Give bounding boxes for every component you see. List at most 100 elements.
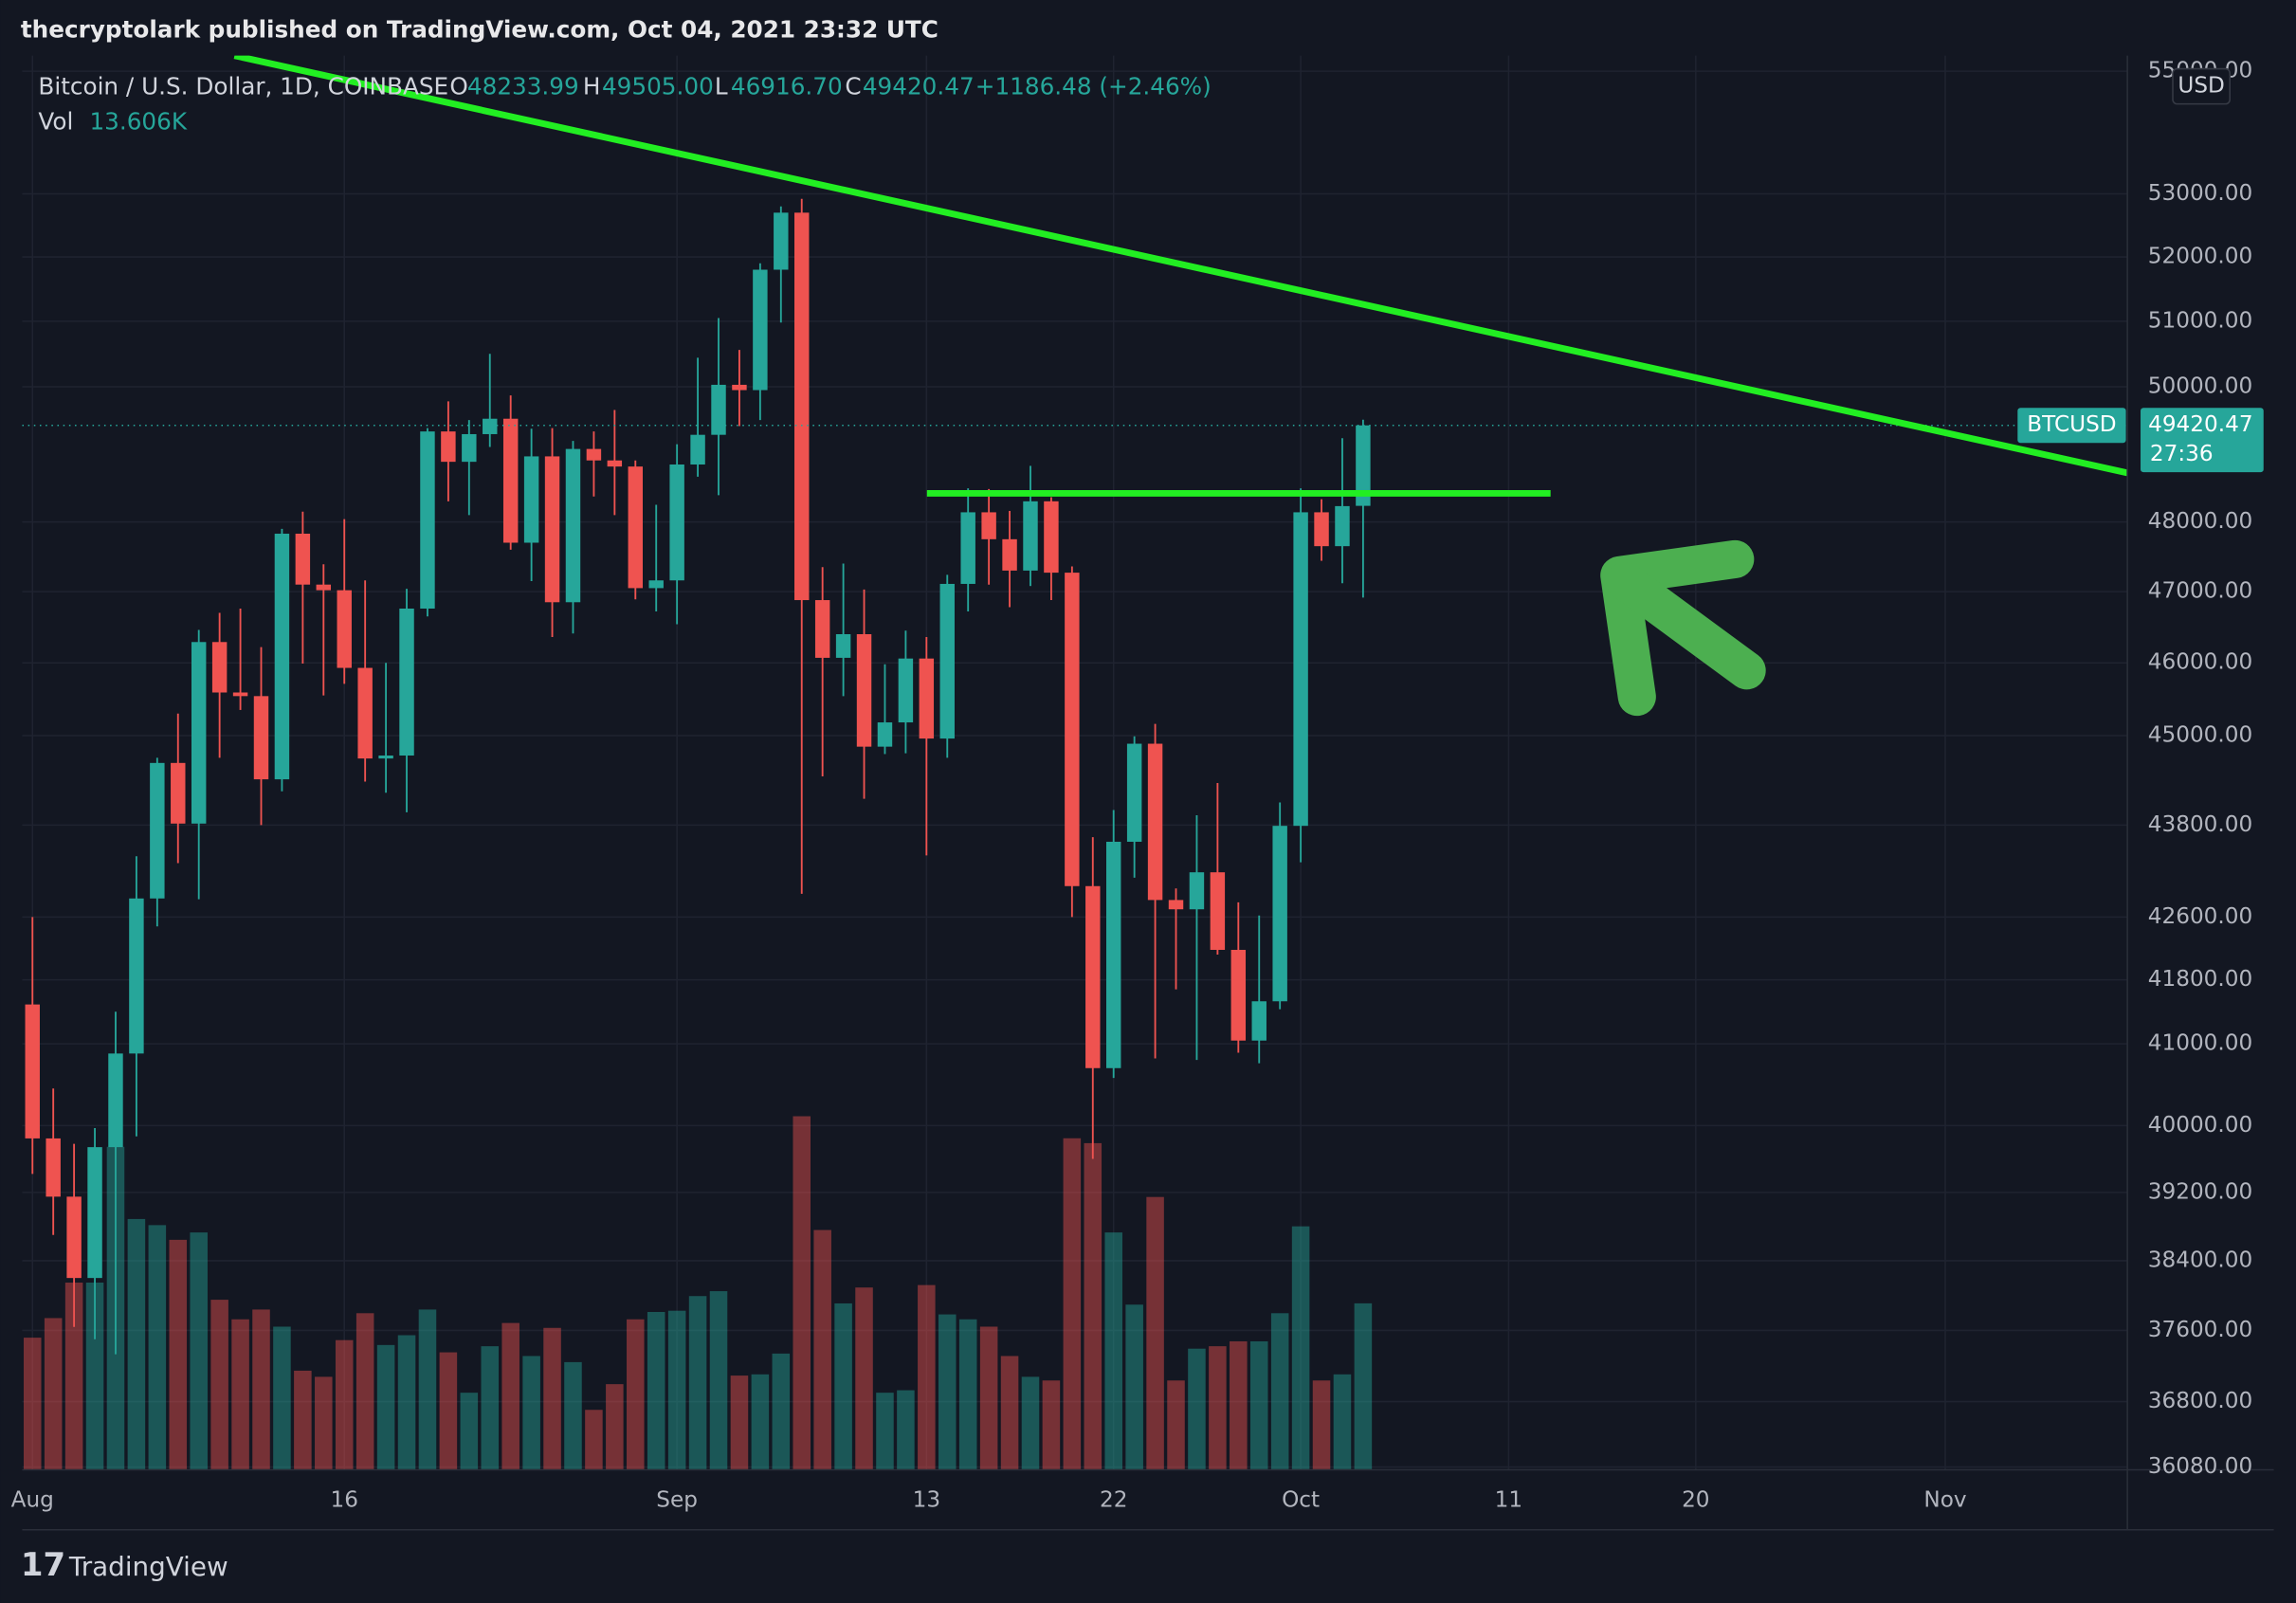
volume-bar xyxy=(627,1319,645,1470)
volume-bar xyxy=(522,1356,540,1470)
x-tick-label: 20 xyxy=(1682,1487,1709,1512)
volume-bar xyxy=(606,1384,624,1470)
x-tick-label: 11 xyxy=(1495,1487,1522,1512)
arrow-shaft xyxy=(1606,562,1766,690)
currency-box[interactable] xyxy=(2172,67,2232,105)
volume-bar xyxy=(1125,1304,1143,1470)
candle-body xyxy=(441,431,456,463)
x-tick-label: 22 xyxy=(1100,1487,1127,1512)
currency[interactable]: USD xyxy=(2178,74,2224,99)
candle-body xyxy=(1335,505,1350,547)
candle-body xyxy=(502,418,519,543)
candle-body xyxy=(1085,885,1101,1068)
volume-bar xyxy=(1104,1232,1122,1470)
candle-body xyxy=(337,590,352,668)
volume-bar xyxy=(252,1309,270,1470)
candle-body xyxy=(1023,501,1038,571)
axes: 55000.0053000.0052000.0051000.0050000.00… xyxy=(11,59,2253,1513)
symbol: Bitcoin / U.S. Dollar, 1D, COINBASE xyxy=(38,73,448,100)
candle-body xyxy=(1002,538,1017,571)
candle-body xyxy=(690,434,705,465)
volume-bar xyxy=(1230,1340,1248,1470)
volume-bar xyxy=(709,1291,728,1470)
volume-bar xyxy=(439,1352,458,1470)
volume-bar xyxy=(1042,1380,1061,1470)
volume-bar xyxy=(1084,1142,1102,1470)
legend-label: H xyxy=(583,73,601,100)
candle-body xyxy=(378,756,393,759)
symbol-tag xyxy=(2017,408,2126,444)
candle-body xyxy=(732,384,747,391)
candle-body xyxy=(1293,512,1308,827)
y-tick-label: 43800.00 xyxy=(2148,812,2253,837)
volume-bar xyxy=(855,1287,873,1470)
candle-body xyxy=(232,692,248,697)
y-tick-label: 36800.00 xyxy=(2148,1389,2253,1413)
candle-body xyxy=(46,1138,61,1197)
volume-bar xyxy=(169,1239,188,1470)
volume-bar xyxy=(688,1296,707,1470)
legend-value: 49505.00 xyxy=(602,73,714,100)
volume-bar xyxy=(315,1376,333,1470)
candle-body xyxy=(877,722,893,747)
volume-bar xyxy=(1188,1348,1206,1470)
candle-body xyxy=(129,898,144,1054)
volume-bar xyxy=(294,1370,312,1470)
price-tag-text: 49420.47 xyxy=(2148,412,2253,437)
candle-body xyxy=(171,762,186,824)
volume-bar xyxy=(210,1300,228,1470)
candle-body xyxy=(1168,900,1184,910)
countdown: 27:36 xyxy=(2150,442,2214,466)
volume-bar xyxy=(44,1318,63,1470)
volume-bar xyxy=(1146,1196,1164,1470)
candle-body xyxy=(295,533,311,585)
volume-value: 13.606K xyxy=(89,108,187,136)
volume-bar xyxy=(751,1374,770,1470)
candle-body xyxy=(856,633,872,747)
y-tick-label: 37600.00 xyxy=(2148,1318,2253,1342)
candle-body xyxy=(1126,743,1142,842)
volume-bar xyxy=(481,1346,500,1470)
volume-bar xyxy=(231,1319,249,1470)
brand[interactable]: TradingView xyxy=(68,1551,228,1582)
candle-body xyxy=(191,642,207,824)
volume-bar xyxy=(1270,1313,1289,1470)
price-tag-box xyxy=(2141,408,2264,473)
candle-body xyxy=(648,580,664,589)
y-tick-label: 41800.00 xyxy=(2148,967,2253,992)
x-tick-label: Oct xyxy=(1282,1487,1320,1512)
volume-bar xyxy=(23,1338,42,1470)
candle-body xyxy=(669,465,684,581)
volume-bar xyxy=(564,1361,582,1470)
candle-body xyxy=(753,269,768,391)
candle-body xyxy=(1044,501,1059,574)
volume-bar xyxy=(190,1232,208,1470)
legend-value: 49420.47 xyxy=(863,73,975,100)
volume-bar xyxy=(793,1116,811,1470)
volume-bar xyxy=(730,1375,749,1470)
x-tick-label: 13 xyxy=(913,1487,940,1512)
candle-body xyxy=(586,448,602,461)
candle-body xyxy=(316,584,332,591)
y-tick-label: 50000.00 xyxy=(2148,374,2253,399)
y-tick-label: 52000.00 xyxy=(2148,245,2253,269)
volume-bar xyxy=(1354,1302,1373,1470)
candle-body xyxy=(711,384,726,435)
candle-body xyxy=(814,600,830,658)
volume-bar xyxy=(148,1225,167,1470)
volume-name: Vol xyxy=(38,108,73,136)
y-tick-label: 46000.00 xyxy=(2148,650,2253,675)
candle-body xyxy=(1314,512,1329,547)
candle-body xyxy=(1272,826,1287,1002)
volume-bar xyxy=(958,1319,977,1470)
candle-body xyxy=(211,642,228,693)
legend-value: 46916.70 xyxy=(731,73,843,100)
brand-logo: 𝟭𝟳 xyxy=(21,1546,65,1584)
candle-body xyxy=(87,1147,102,1279)
x-tick-label: Nov xyxy=(1923,1487,1966,1512)
candle-body xyxy=(420,431,435,610)
symbol-tag-text: BTCUSD xyxy=(2027,412,2116,437)
candle-body xyxy=(835,633,851,658)
legend-value: 48233.99 xyxy=(467,73,579,100)
candle-body xyxy=(66,1196,82,1279)
